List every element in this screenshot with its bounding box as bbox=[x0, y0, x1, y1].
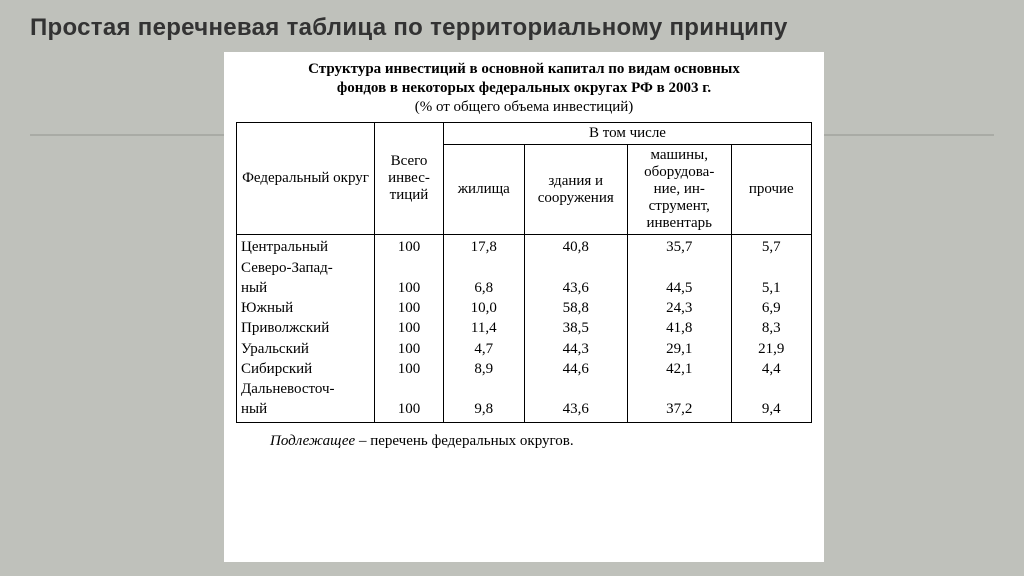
slide-title: Простая перечневая таблица по территориа… bbox=[30, 14, 994, 42]
slide: Простая перечневая таблица по территориа… bbox=[0, 0, 1024, 576]
cell-other: 5,7 5,1 6,9 8,3 21,9 4,4 9,4 bbox=[731, 235, 812, 422]
table-caption-sub: (% от общего объема инвестиций) bbox=[236, 98, 812, 117]
footnote: Подлежащее – перечень федеральных округо… bbox=[236, 433, 812, 450]
footnote-em: Подлежащее bbox=[270, 433, 355, 449]
table-caption: Структура инвестиций в основной капитал … bbox=[242, 60, 806, 98]
caption-line-2: фондов в некоторых федеральных округах Р… bbox=[337, 80, 711, 96]
paper-scan: Структура инвестиций в основной капитал … bbox=[224, 52, 824, 562]
th-machinery: машины, оборудова-ние, ин-струмент, инве… bbox=[628, 145, 732, 235]
cell-mach: 35,7 44,5 24,3 41,8 29,1 42,1 37,2 bbox=[628, 235, 732, 422]
cell-region-labels: ЦентральныйСеверо-Запад-ныйЮжныйПриволжс… bbox=[237, 235, 375, 422]
cell-housing: 17,8 6,8 10,0 11,4 4,7 8,9 9,8 bbox=[444, 235, 525, 422]
table-row: ЦентральныйСеверо-Запад-ныйЮжныйПриволжс… bbox=[237, 235, 812, 422]
footnote-rest: – перечень федеральных округов. bbox=[355, 433, 573, 449]
th-housing: жилища bbox=[444, 145, 525, 235]
cell-bldg: 40,8 43,6 58,8 38,5 44,3 44,6 43,6 bbox=[524, 235, 628, 422]
caption-line-1: Структура инвестиций в основной капитал … bbox=[308, 61, 740, 77]
data-table: Федеральный округ Всего инвес-тиций В то… bbox=[236, 122, 812, 422]
th-total: Всего инвес-тиций bbox=[375, 123, 444, 235]
th-buildings: здания и сооружения bbox=[524, 145, 628, 235]
cell-total: 100 100 100 100 100 100 100 bbox=[375, 235, 444, 422]
th-other: прочие bbox=[731, 145, 812, 235]
th-region: Федеральный округ bbox=[237, 123, 375, 235]
th-group: В том числе bbox=[444, 123, 812, 145]
